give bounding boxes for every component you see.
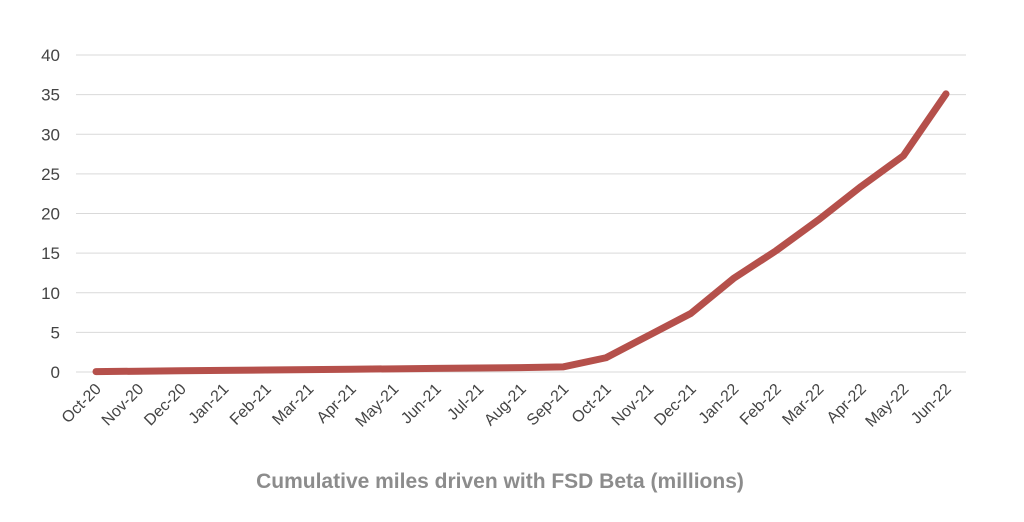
x-tick-label: Sep-21 (524, 381, 573, 430)
x-tick-label: Jun-21 (398, 381, 445, 428)
x-tick-label: Dec-21 (651, 381, 700, 430)
x-axis-ticks: Oct-20Nov-20Dec-20Jan-21Feb-21Mar-21Apr-… (59, 381, 955, 431)
x-tick-label: Nov-21 (609, 381, 658, 430)
x-tick-label: Mar-21 (269, 381, 317, 429)
x-tick-label: Oct-20 (59, 381, 105, 427)
x-tick-label: Nov-20 (99, 381, 148, 430)
series-line (92, 90, 950, 376)
x-tick-label: Feb-21 (227, 381, 275, 429)
y-tick-label: 25 (41, 165, 60, 184)
x-tick-label: Mar-22 (779, 381, 827, 429)
x-tick-label: Jun-22 (908, 381, 955, 428)
x-axis-title: Cumulative miles driven with FSD Beta (m… (256, 470, 744, 493)
x-tick-label: Dec-20 (141, 381, 190, 430)
x-tick-label: May-22 (863, 381, 913, 431)
x-tick-label: Jan-21 (186, 381, 233, 428)
y-tick-label: 10 (41, 284, 60, 303)
y-tick-label: 30 (41, 125, 60, 144)
y-tick-label: 0 (51, 363, 60, 382)
x-tick-label: Feb-22 (737, 381, 785, 429)
x-tick-label: Oct-21 (569, 381, 615, 427)
y-tick-label: 40 (41, 46, 60, 65)
series-layer (92, 90, 950, 376)
x-tick-label: Aug-21 (481, 381, 530, 430)
x-tick-label: Jan-22 (696, 381, 743, 428)
y-tick-label: 15 (41, 244, 60, 263)
grid-lines (76, 54, 966, 373)
y-axis-ticks: 0 5 10 15 20 25 30 35 40 (41, 46, 60, 382)
y-tick-label: 35 (41, 86, 60, 105)
y-tick-label: 20 (41, 205, 60, 224)
x-tick-label: May-21 (353, 381, 403, 431)
y-tick-label: 5 (51, 323, 60, 342)
